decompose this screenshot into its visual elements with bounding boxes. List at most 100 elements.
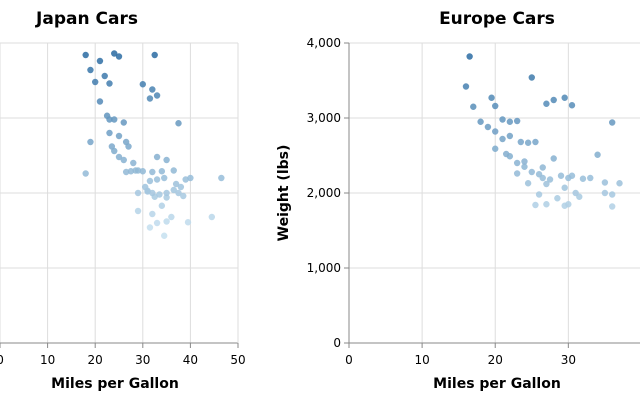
data-point — [554, 195, 561, 202]
data-point — [134, 207, 142, 215]
data-point — [218, 174, 225, 182]
data-point — [82, 51, 89, 59]
data-point — [513, 159, 521, 167]
data-point — [168, 213, 175, 221]
data-point — [601, 189, 609, 197]
data-point — [125, 143, 132, 150]
data-point — [120, 119, 127, 126]
x-tick-label: 50 — [230, 353, 245, 367]
data-point — [524, 139, 532, 146]
x-tick-label: 40 — [183, 353, 198, 367]
y-tick-label: 1,000 — [307, 261, 341, 275]
data-point — [539, 174, 546, 182]
data-point — [528, 74, 535, 81]
data-point — [550, 155, 557, 162]
data-point — [609, 191, 616, 198]
data-point — [499, 116, 506, 123]
data-point — [587, 174, 594, 182]
data-point — [163, 189, 170, 197]
data-point — [149, 168, 156, 176]
chart-title: Europe Cars — [439, 9, 555, 29]
data-point — [528, 168, 535, 176]
data-point — [568, 102, 576, 109]
x-tick-label: 30 — [561, 353, 576, 367]
data-point — [87, 138, 94, 146]
data-point — [579, 175, 587, 182]
data-point — [543, 180, 550, 188]
data-point — [153, 176, 161, 183]
data-point — [609, 203, 616, 210]
data-point — [499, 135, 506, 143]
data-point — [568, 172, 576, 179]
data-point — [561, 184, 568, 191]
data-point — [139, 168, 146, 175]
x-tick-label: 20 — [488, 353, 503, 367]
data-point — [158, 202, 166, 209]
data-point — [153, 153, 161, 161]
data-point — [517, 138, 525, 146]
x-tick-label: 0 — [345, 353, 353, 367]
y-axis-label: Weight (lbs) — [276, 145, 292, 242]
chart-panel-japan: 0 10 20 30 40 50 Japan Cars Miles per Gallon — [0, 9, 246, 392]
data-point — [139, 81, 146, 88]
y-tick-label: 3,000 — [307, 111, 341, 125]
data-point — [146, 177, 154, 185]
data-point — [184, 219, 192, 226]
data-point — [163, 156, 170, 164]
x-tick-label: 30 — [135, 353, 150, 367]
data-point — [158, 168, 166, 175]
data-point — [175, 189, 182, 197]
data-point — [82, 170, 89, 177]
data-point — [151, 51, 158, 59]
data-point — [177, 183, 185, 191]
x-tick-label: 20 — [88, 353, 103, 367]
data-point — [170, 167, 177, 174]
data-point — [120, 156, 127, 164]
data-point — [187, 174, 194, 182]
data-point — [543, 100, 550, 107]
data-point — [492, 102, 499, 110]
data-point — [477, 118, 484, 125]
data-point — [96, 57, 104, 65]
data-point — [92, 78, 99, 86]
data-point — [524, 180, 532, 187]
chart-title: Japan Cars — [35, 9, 138, 29]
data-point — [506, 132, 514, 140]
data-point — [521, 163, 528, 170]
x-tick-label: 10 — [40, 353, 55, 367]
data-point — [156, 191, 163, 198]
data-point — [115, 53, 123, 60]
x-axis-label: Miles per Gallon — [433, 376, 561, 392]
data-point — [466, 53, 473, 60]
data-point — [609, 119, 616, 126]
data-point — [543, 201, 550, 208]
data-point — [111, 147, 118, 155]
y-tick-label: 0 — [333, 336, 341, 350]
data-point — [172, 180, 180, 188]
data-point — [170, 186, 177, 194]
data-point — [208, 213, 216, 221]
data-point — [132, 167, 139, 174]
x-tick-label: 10 — [414, 353, 429, 367]
y-tick-label: 4,000 — [307, 36, 341, 50]
data-point — [153, 219, 161, 227]
data-point — [470, 103, 477, 110]
data-point — [115, 153, 123, 161]
data-point — [146, 224, 154, 231]
data-point — [484, 123, 492, 131]
data-point — [106, 129, 113, 137]
data-point — [163, 194, 170, 201]
data-point — [576, 193, 583, 200]
data-point — [513, 117, 521, 125]
data-point — [127, 168, 135, 175]
data-point — [161, 232, 168, 239]
data-point — [532, 138, 539, 146]
data-point — [149, 189, 156, 197]
data-point — [561, 94, 568, 101]
data-point — [115, 132, 123, 140]
data-point — [96, 98, 104, 105]
x-axis-label: Miles per Gallon — [51, 376, 179, 392]
data-point — [601, 179, 609, 186]
data-point — [594, 151, 601, 158]
